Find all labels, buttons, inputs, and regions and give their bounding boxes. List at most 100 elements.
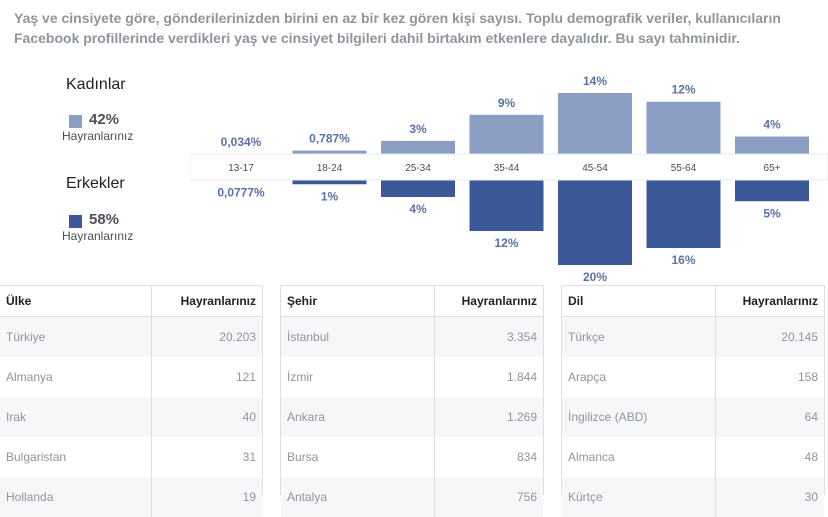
language-fans: 64	[716, 397, 825, 437]
city-fans: 1.269	[435, 397, 544, 437]
women-bar	[293, 151, 367, 154]
country-name: Irak	[0, 397, 152, 437]
city-fans: 3.354	[435, 317, 544, 358]
age-tick-label: 65+	[764, 163, 781, 174]
men-bar	[293, 180, 367, 184]
women-bar	[381, 141, 455, 154]
language-name: Kürtçe	[562, 477, 716, 517]
legend-men-percent: 58%	[89, 211, 119, 228]
women-value-label: 3%	[409, 122, 427, 136]
city-fans-header: Hayranlarınız	[435, 286, 544, 317]
language-fans-header: Hayranlarınız	[716, 286, 825, 317]
age-tick-label: 18-24	[317, 163, 343, 174]
men-bar	[558, 180, 632, 265]
city-name: İzmir	[281, 357, 435, 397]
men-value-label: 16%	[671, 253, 695, 267]
men-value-label: 5%	[763, 206, 781, 220]
women-bar	[558, 93, 632, 154]
age-tick-label: 45-54	[582, 163, 608, 174]
men-value-label: 12%	[494, 236, 518, 250]
city-name: Ankara	[281, 397, 435, 437]
city-name: Antalya	[281, 477, 435, 517]
women-bar	[470, 115, 544, 154]
men-bar	[647, 180, 721, 248]
country-fans: 40	[152, 397, 263, 437]
legend-women-title: Kadınlar	[66, 76, 126, 94]
age-tick-label: 35-44	[494, 163, 520, 174]
description-text: Yaş ve cinsiyete göre, gönderilerinizden…	[14, 8, 814, 48]
women-value-label: 12%	[671, 83, 695, 97]
country-fans: 20.203	[152, 317, 263, 358]
country-fans-header: Hayranlarınız	[152, 286, 263, 317]
language-fans: 158	[716, 357, 825, 397]
language-fans: 20.145	[716, 317, 825, 358]
women-value-label: 9%	[498, 96, 516, 110]
men-bar	[381, 180, 455, 197]
country-fans: 31	[152, 437, 263, 477]
country-name: Türkiye	[0, 317, 152, 358]
men-value-label: 20%	[583, 270, 607, 284]
men-value-label: 0,0777%	[217, 185, 265, 199]
men-bar	[735, 180, 809, 201]
women-bar	[647, 102, 721, 154]
women-color-swatch	[69, 115, 82, 128]
age-gender-chart: 13-17 18-24 25-34 35-44 45-54 55-64 65+ 0,034%…	[190, 70, 828, 285]
table-separator	[543, 285, 544, 495]
city-fans: 756	[435, 477, 544, 517]
table-separator	[824, 285, 825, 495]
table-row: İngilizce (ABD)64	[562, 397, 824, 437]
country-header: Ülke	[0, 286, 152, 317]
age-tick-label: 13-17	[228, 163, 254, 174]
men-bar	[470, 180, 544, 231]
language-fans: 48	[716, 437, 825, 477]
city-name: Bursa	[281, 437, 435, 477]
country-fans: 121	[152, 357, 263, 397]
men-value-label: 4%	[409, 202, 427, 216]
legend-men-title: Erkekler	[66, 175, 125, 193]
language-name: Türkçe	[562, 317, 716, 358]
women-bar	[735, 137, 809, 154]
country-fans: 19	[152, 477, 263, 517]
language-name: Arapça	[562, 357, 716, 397]
country-name: Bulgaristan	[0, 437, 152, 477]
legend-women-percent: 42%	[89, 111, 119, 128]
city-header: Şehir	[281, 286, 435, 317]
city-name: İstanbul	[281, 317, 435, 358]
language-fans: 30	[716, 477, 825, 517]
table-separator	[262, 285, 263, 495]
men-color-swatch	[69, 215, 82, 228]
language-name: Almanca	[562, 437, 716, 477]
legend-men-subtitle: Hayranlarınız	[62, 229, 133, 243]
legend-women-subtitle: Hayranlarınız	[62, 129, 133, 143]
men-bars	[204, 180, 809, 265]
women-value-label: 0,034%	[221, 135, 262, 149]
women-value-label: 0,787%	[309, 132, 350, 146]
women-value-label: 14%	[583, 74, 607, 88]
language-header: Dil	[562, 286, 716, 317]
women-value-label: 4%	[763, 118, 781, 132]
country-name: Almanya	[0, 357, 152, 397]
city-fans: 1.844	[435, 357, 544, 397]
country-name: Hollanda	[0, 477, 152, 517]
city-fans: 834	[435, 437, 544, 477]
age-tick-label: 55-64	[671, 163, 697, 174]
men-value-label: 1%	[321, 189, 339, 203]
age-tick-label: 25-34	[405, 163, 431, 174]
language-name: İngilizce (ABD)	[562, 397, 716, 437]
